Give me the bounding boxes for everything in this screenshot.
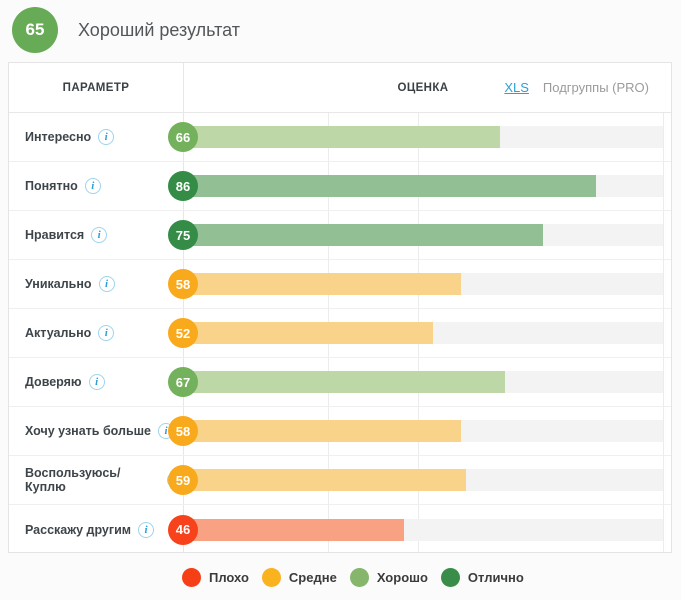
table-row: Хочу узнать больше i 58: [9, 407, 671, 456]
parameter-label: Понятно: [25, 179, 78, 193]
table-row: Воспользуюсь/Куплю i 59: [9, 456, 671, 505]
subgroups-pro-link[interactable]: Подгруппы (PRO): [542, 80, 649, 95]
legend-label: Хорошо: [376, 570, 428, 585]
legend: Плохо Средне Хорошо Отлично: [182, 568, 524, 587]
score-value-badge: 75: [168, 220, 198, 250]
legend-dot-excellent: [440, 568, 460, 587]
parameter-label: Воспользуюсь/Куплю: [25, 466, 121, 494]
table-row: Интересно i 66: [9, 113, 671, 162]
parameter-label: Доверяю: [25, 375, 82, 389]
parameter-label: Нравится: [25, 228, 85, 242]
score-bar: [183, 126, 500, 148]
table-row: Нравится i 75: [9, 211, 671, 260]
info-icon[interactable]: i: [138, 521, 155, 538]
info-icon[interactable]: i: [91, 227, 108, 243]
table-row: Понятно i 86: [9, 162, 671, 211]
score-bar: [183, 420, 462, 442]
parameter-label: Хочу узнать больше: [25, 424, 152, 438]
results-table: ПАРАМЕТР ОЦЕНКА XLS Подгруппы (PRO) Инте…: [8, 62, 672, 553]
legend-item-excellent: Отлично: [440, 568, 524, 587]
score-bar: [183, 518, 404, 541]
info-icon[interactable]: i: [98, 276, 115, 292]
info-icon[interactable]: i: [98, 129, 115, 145]
score-bar: [183, 273, 462, 295]
score-value-badge: 86: [168, 171, 198, 201]
score-value-badge: 52: [168, 318, 198, 348]
overall-score-badge: 65: [12, 7, 58, 53]
table-body: Интересно i 66 Понятно i 86: [9, 113, 671, 554]
score-bar: [183, 224, 543, 246]
table-row: Расскажу другим i 46: [9, 505, 671, 554]
parameter-label: Актуально: [25, 326, 92, 340]
score-value-badge: 59: [168, 465, 198, 495]
score-value-badge: 46: [168, 514, 198, 545]
score-value-badge: 66: [168, 122, 198, 152]
table-row: Уникально i 58: [9, 260, 671, 309]
parameter-label: Расскажу другим: [25, 522, 132, 537]
table-header-row: ПАРАМЕТР ОЦЕНКА XLS Подгруппы (PRO): [9, 63, 671, 113]
legend-item-bad: Плохо: [182, 568, 249, 587]
score-bar: [183, 371, 505, 393]
info-icon[interactable]: i: [88, 374, 105, 390]
table-row: Доверяю i 67: [9, 358, 671, 407]
info-icon[interactable]: i: [98, 325, 115, 341]
parameter-label: Интересно: [25, 130, 92, 144]
legend-dot-good: [349, 568, 369, 587]
xls-export-link[interactable]: XLS: [504, 80, 529, 95]
legend-dot-bad: [182, 568, 201, 587]
score-value-badge: 58: [168, 416, 198, 446]
score-bar: [183, 175, 596, 197]
legend-item-average: Средне: [261, 568, 337, 587]
column-header-parameter: ПАРАМЕТР: [62, 81, 130, 94]
score-value-badge: 67: [168, 367, 198, 397]
header-actions: XLS Подгруппы (PRO): [504, 63, 671, 112]
table-row: Актуально i 52: [9, 309, 671, 358]
parameter-label: Уникально: [25, 277, 92, 291]
legend-label: Отлично: [467, 570, 524, 585]
score-bar: [183, 469, 467, 491]
gridline: [663, 113, 664, 552]
legend-label: Плохо: [209, 570, 249, 585]
summary-header: 65 Хороший результат: [12, 7, 240, 53]
legend-label: Средне: [288, 570, 337, 585]
page-title: Хороший результат: [78, 19, 241, 40]
score-value-badge: 58: [168, 269, 198, 299]
legend-dot-average: [261, 568, 281, 587]
score-bar: [183, 322, 433, 344]
info-icon[interactable]: i: [84, 178, 101, 194]
column-divider: [183, 63, 184, 552]
legend-item-good: Хорошо: [349, 568, 428, 587]
